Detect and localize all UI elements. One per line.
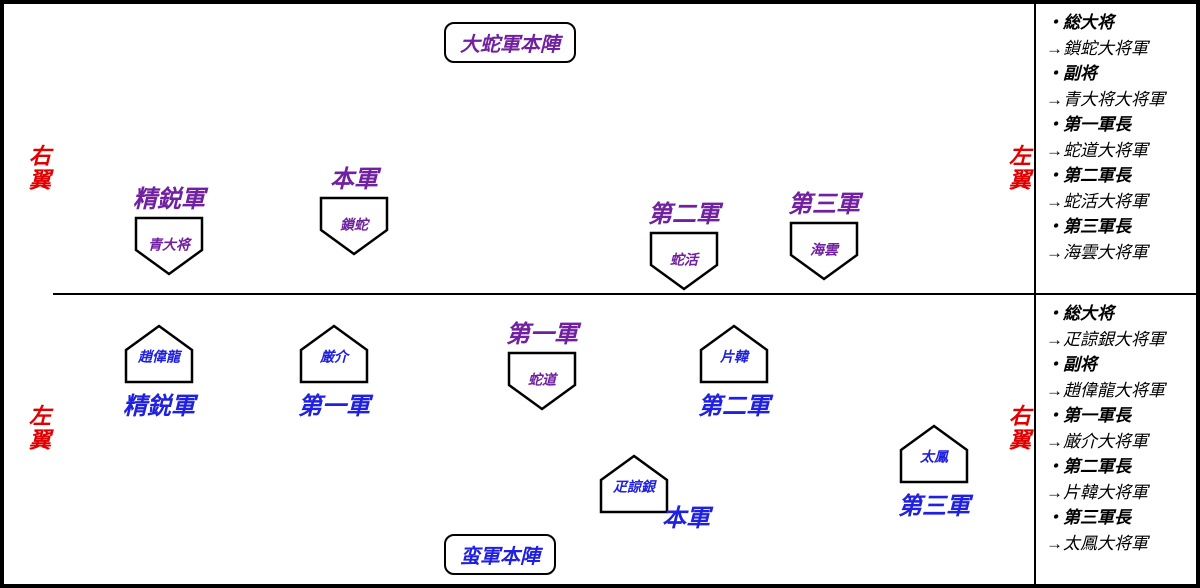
center-divider: [53, 293, 1034, 295]
unit-main: 本軍鎖蛇: [304, 159, 404, 256]
unit-b-army3: 太鳳第三軍: [884, 424, 984, 521]
unit-commander: 蛇活: [670, 249, 698, 269]
unit-title: 第二軍: [684, 386, 784, 421]
unit-title: 精鋭軍: [119, 179, 219, 214]
legend-role: 第二軍長: [1046, 454, 1190, 480]
wing-label-bottom-left: 左翼: [22, 404, 54, 452]
wing-label-top-left: 右翼: [22, 144, 54, 192]
unit-commander: 蛇道: [528, 369, 556, 389]
unit-title: 本軍: [304, 159, 404, 194]
legend-role: 第三軍長: [1046, 505, 1190, 531]
unit-b-army1: 厳介第一軍: [284, 324, 384, 421]
unit-b-main: 疋諒銀本軍: [584, 454, 684, 514]
unit-marker-icon: 厳介: [299, 324, 369, 384]
unit-marker-icon: 青大将: [134, 216, 204, 276]
unit-title: 第一軍: [284, 386, 384, 421]
unit-commander: 厳介: [320, 346, 348, 366]
unit-army1: 第一軍蛇道: [492, 314, 592, 411]
unit-title: 精鋭軍: [109, 386, 209, 421]
unit-commander: 鎖蛇: [340, 214, 368, 234]
legend-top-army: 総大将鎖蛇大将軍副将青大将大将軍第一軍長蛇道大将軍第二軍長蛇活大将軍第三軍長海雲…: [1036, 4, 1196, 293]
unit-elite: 精鋭軍青大将: [119, 179, 219, 276]
diagram-frame: 大蛇軍本陣 蛮軍本陣 右翼 左翼 左翼 右翼 精鋭軍青大将本軍鎖蛇第二軍蛇活第三…: [0, 0, 1200, 588]
wing-label-bottom-right: 右翼: [1002, 404, 1034, 452]
unit-army3: 第三軍海雲: [774, 184, 874, 281]
unit-b-elite: 趙偉龍精鋭軍: [109, 324, 209, 421]
legend-bottom-army: 総大将疋諒銀大将軍副将趙偉龍大将軍第一軍長厳介大将軍第二軍長片韓大将軍第三軍長太…: [1036, 293, 1196, 582]
legend-role: 総大将: [1046, 10, 1190, 36]
legend-person: 海雲大将軍: [1046, 240, 1190, 266]
unit-commander: 片韓: [720, 346, 748, 366]
legend-person: 蛇活大将軍: [1046, 189, 1190, 215]
legend-person: 趙偉龍大将軍: [1046, 378, 1190, 404]
unit-title: 本軍: [662, 498, 710, 533]
wing-label-top-right: 左翼: [1002, 144, 1034, 192]
legend-panel: 総大将鎖蛇大将軍副将青大将大将軍第一軍長蛇道大将軍第二軍長蛇活大将軍第三軍長海雲…: [1034, 4, 1196, 584]
unit-commander: 海雲: [810, 239, 838, 259]
legend-person: 片韓大将軍: [1046, 480, 1190, 506]
unit-marker-icon: 海雲: [789, 221, 859, 281]
unit-marker-icon: 疋諒銀: [599, 454, 669, 514]
unit-commander: 青大将: [148, 234, 190, 254]
unit-marker-icon: 太鳳: [899, 424, 969, 484]
legend-person: 太鳳大将軍: [1046, 531, 1190, 557]
unit-commander: 太鳳: [920, 446, 948, 466]
unit-title: 第二軍: [634, 194, 734, 229]
hq-bottom: 蛮軍本陣: [444, 534, 556, 575]
unit-b-army2: 片韓第二軍: [684, 324, 784, 421]
legend-role: 副将: [1046, 61, 1190, 87]
unit-marker-icon: 鎖蛇: [319, 196, 389, 256]
unit-title: 第一軍: [492, 314, 592, 349]
unit-marker-icon: 蛇道: [507, 351, 577, 411]
legend-person: 厳介大将軍: [1046, 429, 1190, 455]
unit-commander: 疋諒銀: [613, 476, 655, 496]
unit-army2: 第二軍蛇活: [634, 194, 734, 291]
unit-commander: 趙偉龍: [138, 346, 180, 366]
legend-person: 蛇道大将軍: [1046, 138, 1190, 164]
hq-top: 大蛇軍本陣: [444, 22, 576, 63]
unit-marker-icon: 趙偉龍: [124, 324, 194, 384]
unit-marker-icon: 片韓: [699, 324, 769, 384]
legend-person: 青大将大将軍: [1046, 87, 1190, 113]
legend-role: 第一軍長: [1046, 112, 1190, 138]
battle-map: 大蛇軍本陣 蛮軍本陣 右翼 左翼 左翼 右翼 精鋭軍青大将本軍鎖蛇第二軍蛇活第三…: [4, 4, 1034, 584]
legend-role: 第三軍長: [1046, 214, 1190, 240]
legend-person: 鎖蛇大将軍: [1046, 36, 1190, 62]
legend-role: 第二軍長: [1046, 163, 1190, 189]
legend-role: 副将: [1046, 352, 1190, 378]
legend-role: 第一軍長: [1046, 403, 1190, 429]
legend-person: 疋諒銀大将軍: [1046, 327, 1190, 353]
unit-title: 第三軍: [774, 184, 874, 219]
unit-title: 第三軍: [884, 486, 984, 521]
legend-role: 総大将: [1046, 301, 1190, 327]
unit-marker-icon: 蛇活: [649, 231, 719, 291]
